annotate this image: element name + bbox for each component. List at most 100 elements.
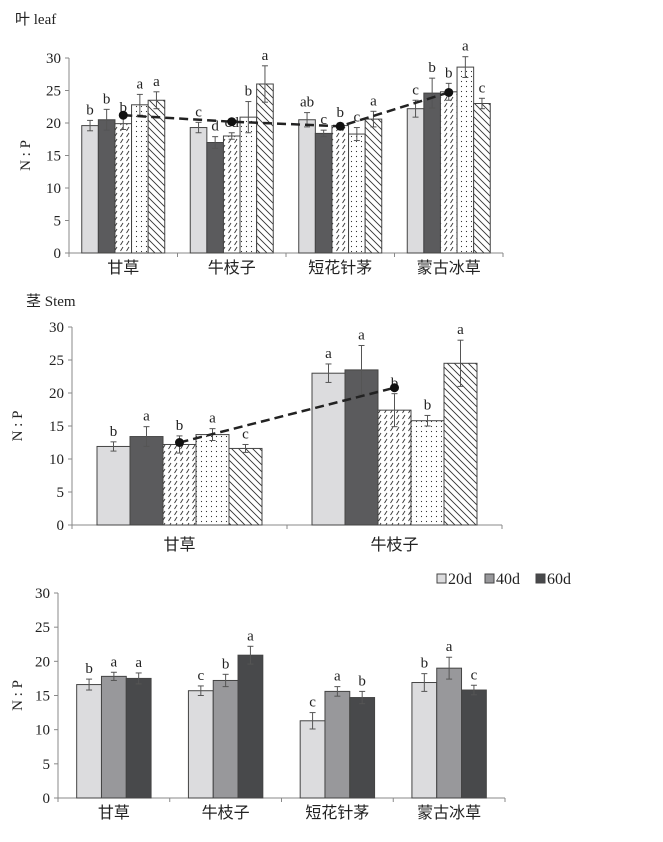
significance-letter: a bbox=[462, 39, 469, 55]
trend-line bbox=[179, 386, 395, 444]
bar bbox=[195, 434, 230, 526]
significance-letter: b bbox=[358, 673, 366, 689]
x-tick-label: 蒙古冰草 bbox=[417, 259, 481, 277]
bar bbox=[189, 127, 208, 254]
bar bbox=[187, 690, 214, 799]
significance-letter: b bbox=[222, 656, 230, 672]
significance-letter: c bbox=[197, 668, 204, 684]
bar bbox=[81, 125, 99, 254]
bar bbox=[239, 116, 258, 254]
y-tick-label: 20 bbox=[35, 654, 50, 670]
significance-letter: a bbox=[325, 346, 332, 362]
bar bbox=[237, 654, 264, 799]
legend-label: 20d bbox=[448, 571, 472, 588]
bar bbox=[423, 92, 441, 254]
trend-point bbox=[175, 438, 184, 447]
significance-letter: c bbox=[242, 426, 249, 442]
significance-letter: a bbox=[153, 74, 160, 90]
significance-letter: a bbox=[334, 669, 341, 685]
legend-swatch bbox=[535, 573, 546, 584]
y-tick-label: 5 bbox=[54, 214, 62, 230]
bar bbox=[299, 720, 326, 799]
bar bbox=[298, 119, 316, 254]
legend-swatch bbox=[484, 573, 495, 584]
x-tick-label: 短花针茅 bbox=[305, 804, 369, 822]
y-tick-label: 20 bbox=[46, 116, 61, 132]
trend-point bbox=[335, 121, 345, 131]
y-tick-label: 30 bbox=[35, 586, 50, 602]
y-tick-label: 15 bbox=[46, 149, 61, 165]
bar bbox=[349, 697, 376, 799]
chart-title: 叶 leaf bbox=[15, 11, 56, 28]
significance-letter: b bbox=[424, 397, 432, 413]
y-tick-label: 0 bbox=[57, 518, 65, 534]
bar bbox=[114, 123, 133, 254]
bar bbox=[348, 133, 366, 254]
significance-letter: a bbox=[111, 654, 118, 670]
y-tick-label: 25 bbox=[49, 353, 64, 369]
significance-letter: a bbox=[247, 628, 254, 644]
bar bbox=[97, 119, 116, 254]
significance-letter: b bbox=[120, 100, 128, 116]
significance-letter: c bbox=[412, 82, 419, 98]
bar bbox=[406, 108, 425, 254]
bar bbox=[324, 690, 351, 799]
bar bbox=[96, 445, 131, 526]
trend-line bbox=[123, 91, 450, 128]
y-axis-label: N : P bbox=[10, 411, 26, 442]
y-tick-label: 30 bbox=[49, 320, 64, 336]
significance-letter: a bbox=[209, 411, 216, 427]
legend-label: 60d bbox=[547, 571, 571, 588]
bar bbox=[76, 684, 102, 799]
y-tick-label: 5 bbox=[43, 757, 51, 773]
bar bbox=[100, 675, 127, 799]
bar bbox=[411, 682, 438, 799]
significance-letter: a bbox=[135, 655, 142, 671]
significance-letter: a bbox=[262, 48, 269, 64]
bar bbox=[131, 104, 149, 254]
y-tick-label: 25 bbox=[46, 84, 61, 100]
bar bbox=[147, 99, 166, 254]
y-tick-label: 20 bbox=[49, 386, 64, 402]
significance-letter: a bbox=[446, 639, 453, 655]
y-tick-label: 10 bbox=[49, 452, 64, 468]
legend-label: 40d bbox=[496, 571, 520, 588]
significance-letter: c bbox=[195, 104, 202, 120]
bar bbox=[314, 132, 333, 254]
significance-letter: ab bbox=[300, 95, 314, 111]
y-tick-label: 5 bbox=[57, 485, 65, 501]
bar bbox=[364, 118, 383, 254]
significance-letter: b bbox=[337, 105, 345, 121]
bar bbox=[473, 103, 491, 254]
bar bbox=[206, 142, 224, 254]
significance-letter: b bbox=[110, 424, 118, 440]
significance-letter: a bbox=[137, 76, 144, 92]
x-tick-label: 甘草 bbox=[107, 259, 139, 277]
x-tick-label: 蒙古冰草 bbox=[417, 804, 481, 822]
significance-letter: d bbox=[211, 119, 219, 135]
x-tick-label: 甘草 bbox=[163, 536, 195, 554]
y-tick-label: 10 bbox=[35, 723, 50, 739]
y-tick-label: 0 bbox=[54, 246, 62, 262]
bar bbox=[410, 420, 445, 526]
trend-point bbox=[118, 110, 128, 120]
x-tick-label: 牛枝子 bbox=[202, 804, 250, 822]
x-tick-label: 牛枝子 bbox=[370, 536, 418, 554]
significance-letter: b bbox=[421, 656, 429, 672]
significance-letter: a bbox=[143, 409, 150, 425]
significance-letter: b bbox=[245, 84, 253, 100]
bar bbox=[222, 135, 241, 254]
significance-letter: b bbox=[85, 661, 93, 677]
bar bbox=[331, 125, 350, 254]
significance-letter: b bbox=[445, 65, 453, 81]
significance-letter: b bbox=[176, 418, 184, 434]
bar bbox=[212, 679, 239, 799]
bar bbox=[377, 409, 412, 526]
trend-point bbox=[444, 87, 454, 97]
y-tick-label: 0 bbox=[43, 791, 51, 807]
significance-letter: a bbox=[457, 322, 464, 338]
bar bbox=[125, 677, 152, 799]
bar bbox=[439, 91, 458, 254]
